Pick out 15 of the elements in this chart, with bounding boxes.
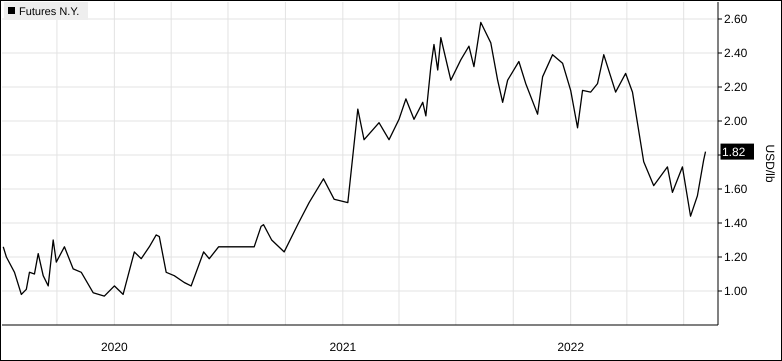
y-axis-title: USD/lb: [763, 144, 777, 183]
y-tick-label: 1.00: [724, 284, 748, 298]
x-tick-label: 2022: [557, 340, 584, 354]
y-tick-label: 2.40: [724, 46, 748, 60]
y-tick-label: 1.60: [724, 182, 748, 196]
y-tick-label: 2.60: [724, 12, 748, 26]
y-tick-label: 1.40: [724, 216, 748, 230]
y-tick-label: 2.00: [724, 114, 748, 128]
y-tick-label: 1.20: [724, 250, 748, 264]
annotation: 1.82: [722, 144, 746, 159]
legend-label: Futures N.Y.: [19, 6, 80, 18]
y-tick-label: 2.20: [724, 80, 748, 94]
x-tick-label: 2020: [101, 340, 128, 354]
x-tick-label: 2021: [329, 340, 357, 354]
line-series: [2, 22, 706, 297]
